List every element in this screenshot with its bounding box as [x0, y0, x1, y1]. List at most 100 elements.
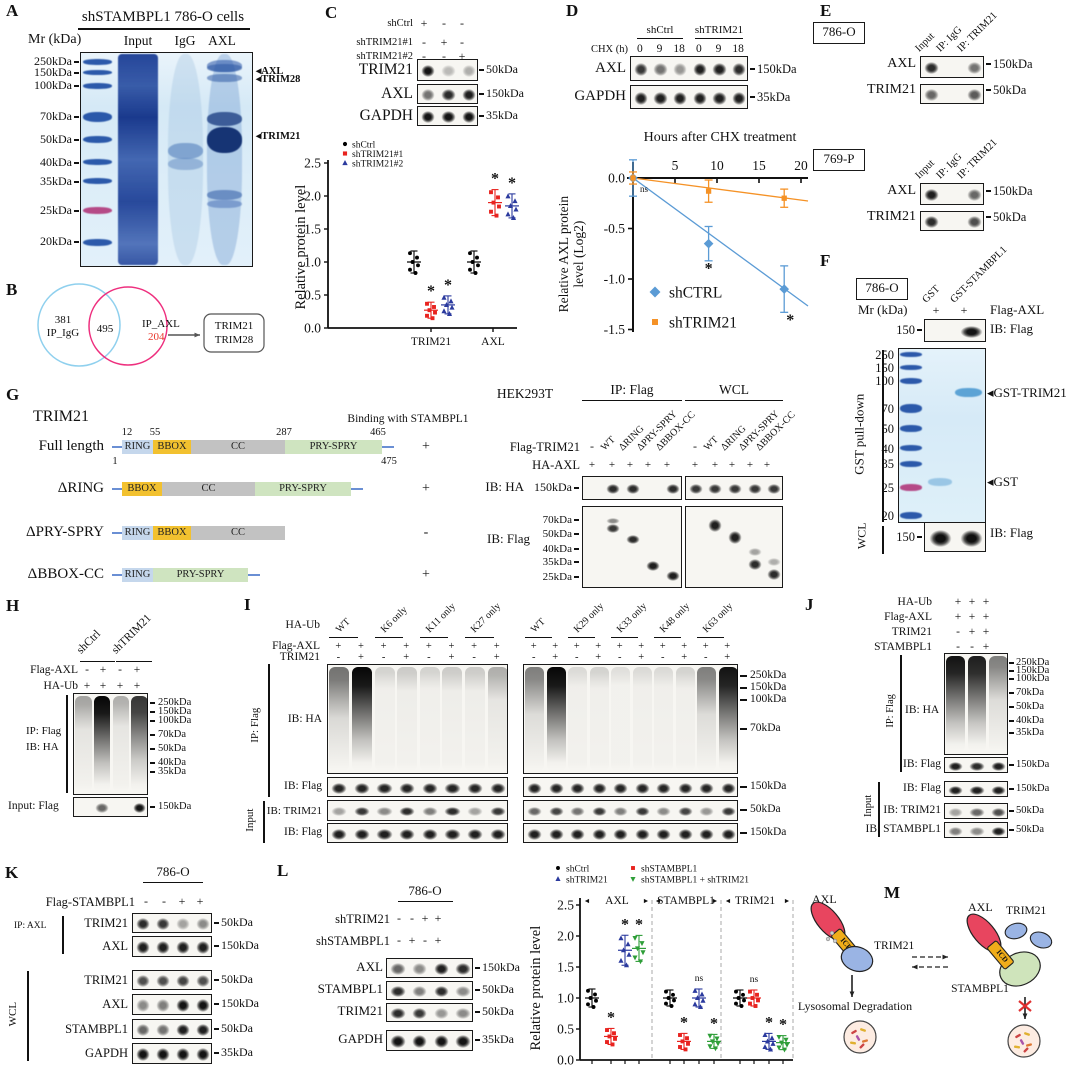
gel-band — [900, 484, 922, 491]
lane-value: + — [357, 651, 364, 663]
blot-label: AXL — [887, 55, 916, 71]
mw-label: 70kDa — [542, 513, 572, 526]
marker-triangle-down-icon — [776, 1045, 782, 1051]
blot-label: TRIM21 — [84, 972, 128, 987]
mw-label: 150 — [896, 322, 915, 337]
domain-ring: RING — [122, 568, 153, 582]
marker-square-icon — [427, 308, 432, 313]
lane-value: + — [711, 458, 719, 471]
blot-label: AXL — [595, 60, 626, 77]
mw-label: 150kDa — [1016, 664, 1050, 676]
marker-triangle-down-icon — [714, 1036, 720, 1042]
panel-letter-h: H — [6, 596, 20, 615]
axl-icd — [987, 940, 1014, 970]
marker-circle-icon — [416, 263, 420, 268]
mw-label: 25 — [881, 480, 895, 495]
mw-label: 150kDa — [750, 780, 787, 793]
linker-line — [112, 574, 122, 576]
ubiquitin-dot — [829, 930, 835, 936]
marker-triangle-icon — [441, 294, 447, 300]
panel-letter-k: K — [5, 863, 19, 882]
legend-label: shSTAMBPL1 — [641, 865, 698, 875]
wb-band — [747, 558, 762, 570]
y-tick-label: 2.5 — [557, 898, 574, 913]
marker-square-icon — [630, 175, 636, 181]
mw-label: 250kDa — [158, 696, 192, 708]
marker-tick — [74, 61, 79, 63]
wb-band — [708, 518, 723, 532]
ib-label: IB: Flag — [990, 321, 1033, 337]
row-label: HA-Ub — [43, 680, 79, 693]
ubiquitin-dot — [825, 936, 831, 942]
lane-value: + — [616, 640, 623, 652]
wb-band — [613, 828, 629, 840]
ubiquitin-dot — [832, 938, 838, 944]
mw-label: 50kDa — [1016, 823, 1044, 835]
blocked-x-icon — [1018, 1000, 1032, 1012]
wb-band — [155, 999, 171, 1012]
marker-tick — [214, 922, 219, 924]
lane-value: - — [336, 651, 341, 663]
marker-triangle-icon — [507, 203, 514, 208]
wb-band — [548, 782, 564, 794]
marker-tick — [1009, 670, 1014, 672]
row-label: shTRIM21 — [335, 911, 390, 926]
wb-strip — [944, 757, 1008, 773]
mw-label: 50kDa — [158, 742, 186, 754]
marker-square-icon — [425, 301, 429, 306]
wb-strip — [386, 981, 473, 1000]
wb-smear — [568, 667, 588, 771]
marker-square-icon — [755, 992, 759, 997]
panel-letter-m: M — [884, 883, 901, 902]
lane-value: + — [595, 651, 602, 663]
marker-tick — [1009, 706, 1014, 708]
gel-band — [900, 378, 922, 384]
marker-square-icon — [425, 313, 429, 318]
y-tick-label: 0.0 — [608, 171, 625, 186]
panel-letter-b: B — [6, 280, 18, 299]
marker-square-icon — [494, 213, 499, 218]
marker-tick — [574, 519, 579, 521]
lane-value: - — [397, 911, 401, 926]
wb-band — [625, 534, 641, 544]
row-label: HA-AXL — [532, 457, 580, 472]
lane-value: + — [530, 640, 537, 652]
lane-value: - — [661, 651, 665, 663]
gel-band — [118, 54, 158, 265]
wb-band — [135, 1024, 151, 1036]
wb-band — [747, 548, 762, 556]
group-right-arrow-icon: ► — [712, 897, 719, 905]
wb-band — [411, 963, 428, 975]
lane-value: + — [638, 640, 645, 652]
marker-tick — [1009, 678, 1014, 680]
x-tick-label: 5 — [672, 158, 679, 173]
wb-band — [489, 828, 506, 840]
wb-band — [699, 782, 715, 794]
gel-band — [83, 83, 112, 89]
blot-label: GAPDH — [338, 1031, 383, 1047]
wb-smear — [419, 667, 440, 771]
lysosome-enzyme — [859, 1043, 865, 1049]
cell-line-box — [813, 22, 865, 44]
wb-band — [699, 828, 715, 840]
marker-triangle-icon — [697, 1004, 704, 1010]
mw-label: 150kDa — [221, 996, 259, 1011]
wb-smear — [967, 656, 987, 752]
marker-triangle-icon — [448, 298, 454, 304]
lane-value: + — [403, 640, 410, 652]
lane-value: - — [704, 651, 708, 663]
lane-value: + — [982, 626, 990, 639]
marker-square-icon — [613, 1036, 617, 1041]
mw-label: 150kDa — [993, 56, 1033, 71]
wb-strip — [386, 958, 473, 978]
mw-label: 70kDa — [750, 722, 781, 735]
gel-band — [900, 461, 922, 467]
lane-value: + — [552, 640, 559, 652]
mw-label: 250kDa — [1016, 656, 1050, 668]
mw-label: 150kDa — [1016, 782, 1050, 794]
marker-square-icon — [607, 1034, 612, 1039]
wb-band — [653, 63, 668, 76]
marker-circle-icon — [468, 267, 472, 272]
mw-label: 35kDa — [221, 1045, 253, 1060]
